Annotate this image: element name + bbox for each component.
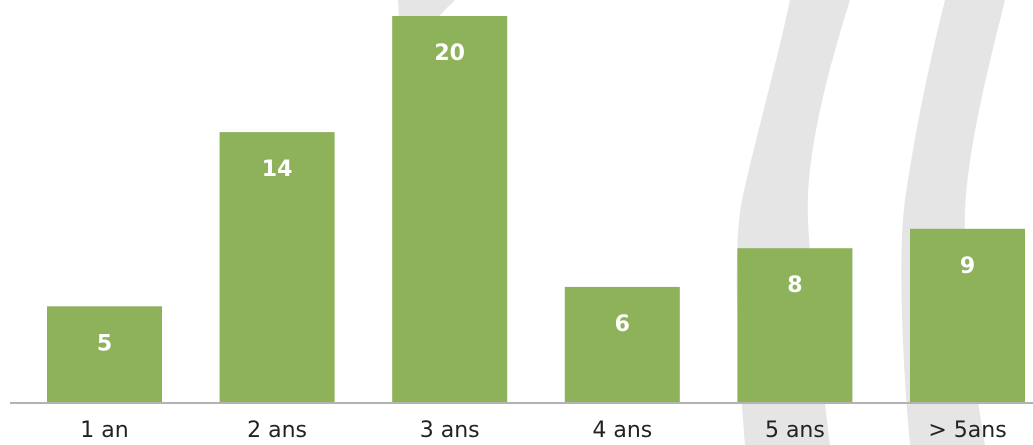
data-labels-group: 5 14 20 6 8 9 [97, 41, 975, 356]
x-tick-label-0: 1 an [80, 418, 128, 443]
data-label-0: 5 [97, 331, 112, 356]
bar-5 [910, 228, 1025, 403]
x-tick-label-1: 2 ans [247, 418, 307, 443]
bar-0 [47, 306, 162, 404]
bar-1 [219, 132, 335, 403]
x-tick-label-3: 4 ans [592, 418, 652, 443]
bar-4 [737, 248, 853, 403]
x-tick-label-5: > 5ans [928, 418, 1006, 443]
x-tick-label-4: 5 ans [765, 418, 825, 443]
data-label-2: 20 [434, 41, 465, 66]
data-label-3: 6 [615, 312, 630, 337]
data-label-1: 14 [262, 157, 293, 182]
data-label-5: 9 [960, 254, 975, 279]
bar-3 [564, 286, 680, 403]
x-tick-labels-group: 1 an 2 ans 3 ans 4 ans 5 ans > 5ans [80, 418, 1006, 443]
bar-2 [392, 16, 508, 403]
data-label-4: 8 [787, 273, 802, 298]
bars-group [47, 16, 1025, 404]
x-tick-label-2: 3 ans [420, 418, 480, 443]
